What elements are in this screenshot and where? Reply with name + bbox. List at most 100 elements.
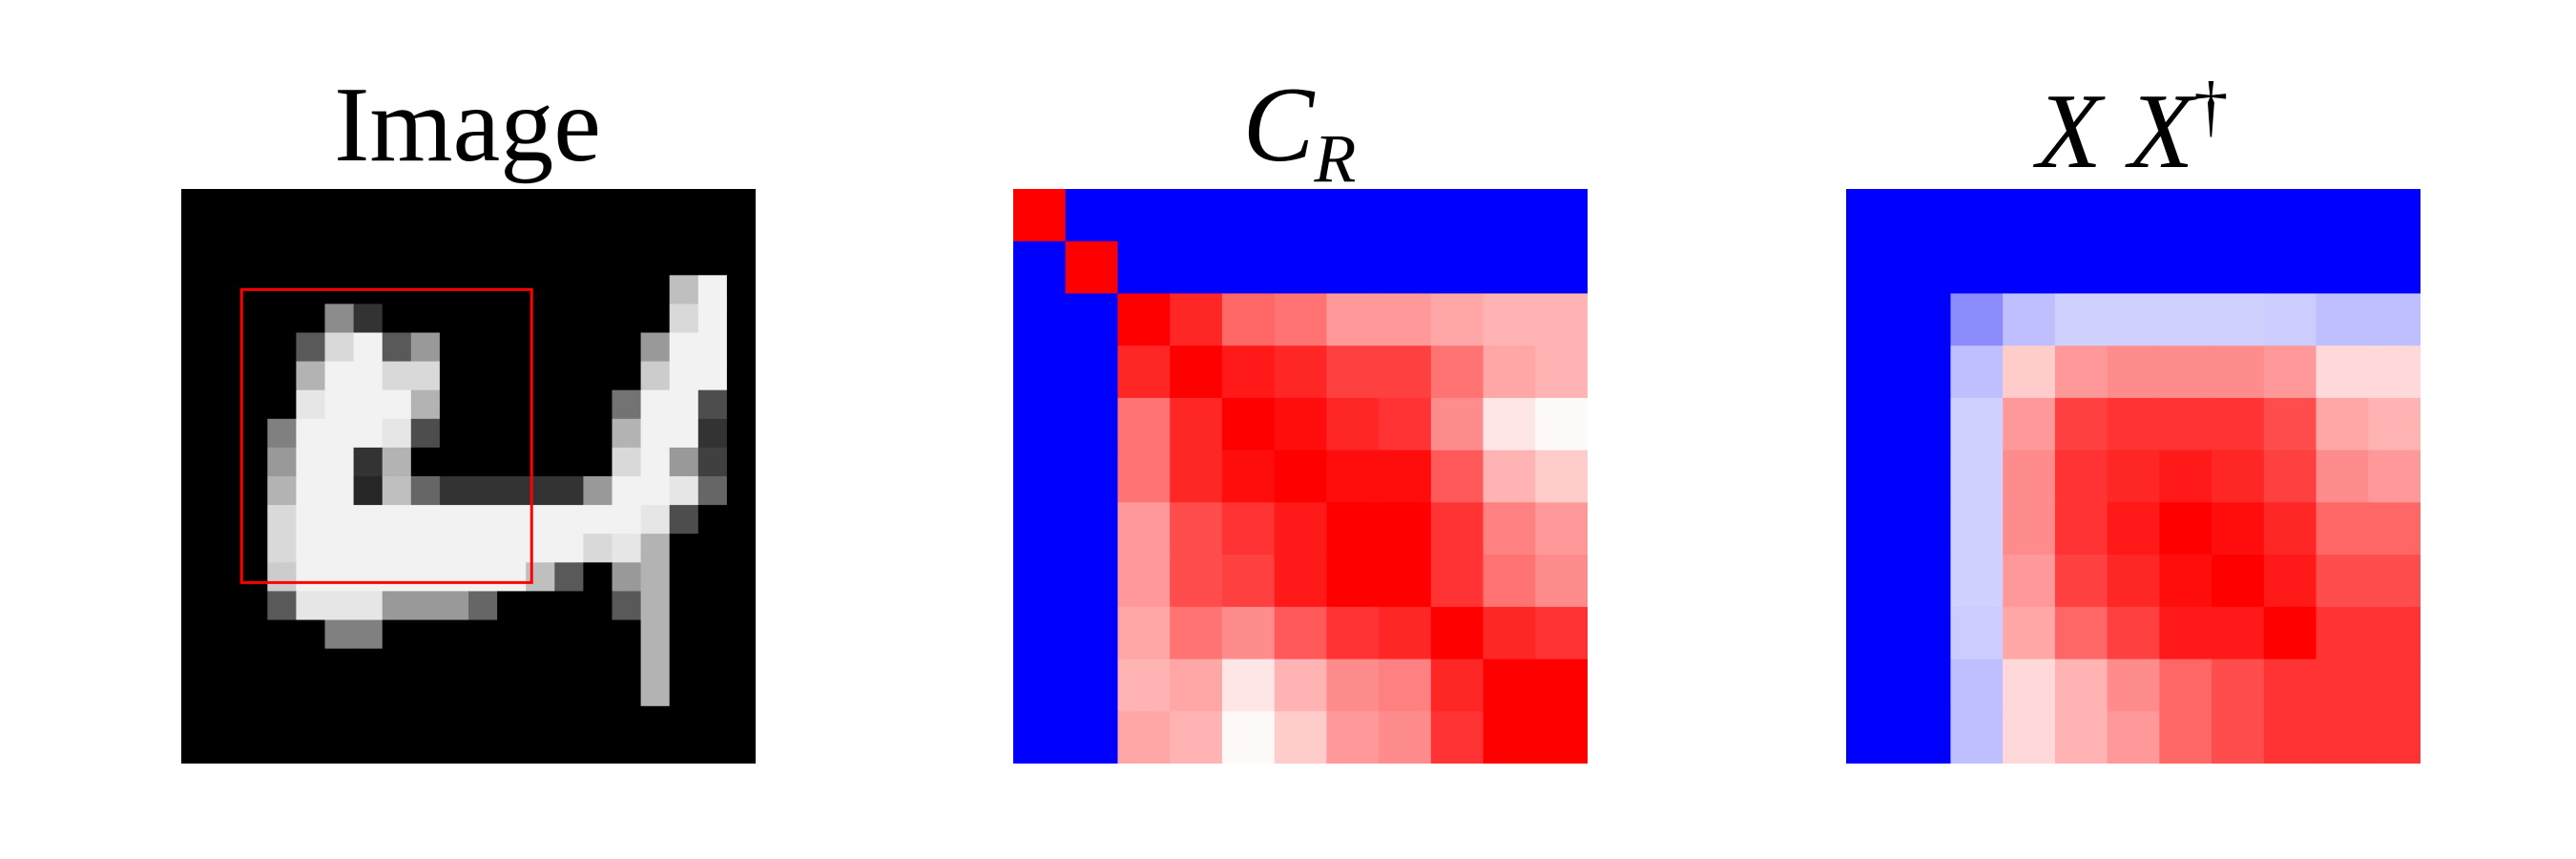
heat-cell-c_r-r7-c6	[1326, 555, 1380, 608]
heat-cell-image-r1-c9	[439, 218, 469, 247]
heat-cell-image-r11-c8	[410, 505, 441, 534]
heat-cell-xxdag-r1-c0	[1846, 241, 1900, 295]
heat-cell-c_r-r0-c8	[1430, 189, 1485, 242]
heat-cell-c_r-r6-c2	[1117, 502, 1171, 555]
heat-cell-image-r17-c9	[439, 677, 469, 707]
heat-cell-image-r10-c6	[353, 476, 384, 506]
heat-cell-image-r1-c19	[726, 218, 756, 247]
heat-cell-image-r18-c4	[296, 705, 326, 736]
heat-cell-image-r0-c2	[239, 189, 268, 219]
heat-cell-xxdag-r1-c4	[2054, 241, 2109, 295]
heat-cell-c_r-r2-c4	[1221, 293, 1276, 346]
heat-cell-image-r12-c9	[439, 534, 469, 563]
heat-cell-image-r19-c12	[526, 734, 555, 764]
heat-cell-image-r12-c5	[324, 534, 355, 563]
heat-cell-xxdag-r5-c9	[2316, 450, 2369, 503]
heat-cell-xxdag-r7-c2	[1950, 555, 2004, 608]
heat-cell-image-r1-c14	[583, 218, 613, 247]
heat-cell-xxdag-r4-c10	[2368, 397, 2420, 451]
heat-cell-xxdag-r3-c3	[2003, 346, 2056, 399]
heat-cell-image-r10-c8	[410, 476, 441, 506]
heat-cell-c_r-r8-c4	[1221, 606, 1276, 660]
heat-cell-image-r9-c4	[296, 447, 326, 477]
heat-cell-image-r5-c11	[497, 332, 527, 363]
heat-cell-c_r-r7-c0	[1013, 555, 1067, 608]
heat-cell-image-r14-c16	[640, 591, 671, 621]
heat-cell-image-r9-c16	[640, 447, 671, 477]
heat-cell-image-r10-c1	[210, 476, 239, 506]
heat-cell-image-r14-c11	[497, 591, 527, 621]
heat-cell-image-r8-c8	[410, 418, 441, 449]
heat-cell-image-r4-c14	[583, 304, 613, 334]
heat-cell-image-r2-c12	[526, 246, 555, 276]
heat-cell-image-r16-c18	[697, 648, 728, 679]
heat-cell-c_r-r1-c4	[1221, 241, 1276, 295]
heat-cell-image-r16-c15	[612, 648, 642, 679]
heat-cell-xxdag-r6-c0	[1846, 502, 1900, 555]
heat-cell-image-r8-c4	[296, 418, 326, 449]
heat-cell-xxdag-r1-c10	[2368, 241, 2420, 295]
heat-cell-xxdag-r3-c8	[2263, 346, 2317, 399]
heat-cell-c_r-r2-c1	[1065, 293, 1119, 346]
heat-cell-image-r3-c16	[640, 275, 671, 304]
heat-cell-image-r6-c2	[239, 361, 268, 391]
heat-cell-image-r6-c18	[697, 361, 728, 391]
heat-cell-xxdag-r5-c8	[2263, 450, 2317, 503]
heat-cell-image-r17-c10	[468, 677, 498, 707]
heat-cell-image-r12-c13	[554, 534, 584, 563]
heat-cell-image-r11-c17	[669, 505, 699, 534]
heat-cell-image-r15-c16	[640, 619, 671, 650]
heat-cell-image-r15-c7	[382, 619, 412, 650]
heat-cell-image-r2-c8	[410, 246, 441, 276]
heat-cell-c_r-r9-c4	[1221, 659, 1276, 712]
heat-cell-image-r18-c18	[697, 705, 728, 736]
heat-cell-c_r-r10-c0	[1013, 711, 1067, 764]
heat-cell-xxdag-r6-c8	[2263, 502, 2317, 555]
heat-cell-image-r19-c11	[497, 734, 527, 764]
heat-cell-image-r10-c16	[640, 476, 671, 506]
heat-cell-xxdag-r2-c7	[2212, 293, 2265, 346]
heat-cell-c_r-r8-c9	[1483, 606, 1536, 660]
heat-cell-c_r-r7-c9	[1483, 555, 1536, 608]
heat-cell-image-r12-c15	[612, 534, 642, 563]
heat-cell-image-r0-c10	[468, 189, 498, 219]
heat-cell-xxdag-r9-c0	[1846, 659, 1900, 712]
heat-cell-c_r-r5-c9	[1483, 450, 1536, 503]
heat-cell-c_r-r0-c2	[1117, 189, 1171, 242]
heat-cell-image-r14-c3	[267, 591, 297, 621]
heat-cell-image-r17-c7	[382, 677, 412, 707]
heat-cell-image-r19-c19	[726, 734, 756, 764]
heat-cell-image-r14-c10	[468, 591, 498, 621]
heat-cell-image-r18-c14	[583, 705, 613, 736]
heat-cell-image-r17-c16	[640, 677, 671, 707]
heat-cell-image-r13-c5	[324, 562, 355, 592]
heat-cell-image-r9-c19	[726, 447, 756, 477]
heat-cell-image-r12-c2	[239, 534, 268, 563]
heat-cell-image-r5-c3	[267, 332, 297, 363]
heat-cell-c_r-r1-c3	[1170, 241, 1223, 295]
heat-cell-image-r14-c0	[181, 591, 211, 621]
heat-cell-image-r5-c6	[353, 332, 384, 363]
heat-cell-xxdag-r7-c4	[2054, 555, 2109, 608]
heat-cell-c_r-r9-c3	[1170, 659, 1223, 712]
heat-cell-xxdag-r5-c6	[2159, 450, 2212, 503]
heat-cell-xxdag-r3-c5	[2107, 346, 2160, 399]
heat-cell-image-r16-c19	[726, 648, 756, 679]
heat-cell-image-r10-c9	[439, 476, 469, 506]
heat-cell-image-r5-c14	[583, 332, 613, 363]
heat-cell-c_r-r2-c2	[1117, 293, 1171, 346]
heat-cell-xxdag-r7-c9	[2316, 555, 2369, 608]
heat-cell-image-r5-c8	[410, 332, 441, 363]
heat-cell-c_r-r3-c2	[1117, 346, 1171, 399]
heat-cell-image-r13-c10	[468, 562, 498, 592]
heat-cell-image-r3-c1	[210, 275, 239, 304]
heat-cell-image-r8-c5	[324, 418, 355, 449]
heat-cell-image-r5-c19	[726, 332, 756, 363]
heat-cell-image-r4-c2	[239, 304, 268, 334]
heat-cell-image-r4-c13	[554, 304, 584, 334]
heat-cell-xxdag-r9-c8	[2263, 659, 2317, 712]
heat-cell-image-r12-c11	[497, 534, 527, 563]
heat-cell-xxdag-r3-c10	[2368, 346, 2420, 399]
heat-cell-c_r-r9-c10	[1535, 659, 1588, 712]
heat-cell-xxdag-r0-c2	[1950, 189, 2004, 242]
